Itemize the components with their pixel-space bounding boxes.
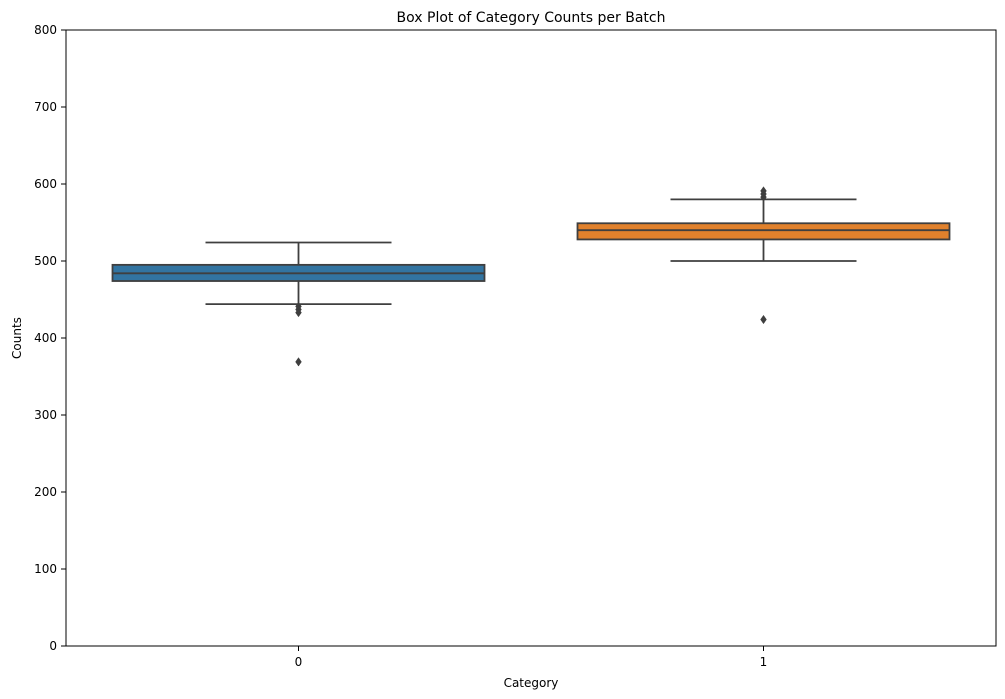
y-axis-label: Counts: [10, 317, 24, 359]
y-tick-label: 700: [34, 100, 57, 114]
category-1-box: [576, 222, 951, 241]
axes-frame: [65, 29, 997, 647]
x-axis-label: Category: [504, 676, 559, 690]
y-tick-label: 100: [34, 562, 57, 576]
chart-title: Box Plot of Category Counts per Batch: [397, 10, 666, 26]
y-tick-label: 800: [34, 23, 57, 37]
y-tick-label: 600: [34, 177, 57, 191]
y-tick-label: 400: [34, 331, 57, 345]
y-tick-label: 0: [49, 639, 57, 653]
category-0-outlier: [295, 357, 302, 367]
category-1-outlier: [760, 314, 767, 325]
y-tick-label: 200: [34, 485, 57, 499]
y-tick-label: 500: [34, 254, 57, 268]
x-tick-label: 0: [295, 655, 303, 669]
plot-area: 0 100 200 300 400 500 600 700 800 0 1: [34, 23, 997, 669]
y-tick-label: 300: [34, 408, 57, 422]
category-0-outlier: [295, 301, 302, 312]
x-tick-label: 1: [760, 655, 768, 669]
category-1-outlier: [760, 186, 767, 196]
